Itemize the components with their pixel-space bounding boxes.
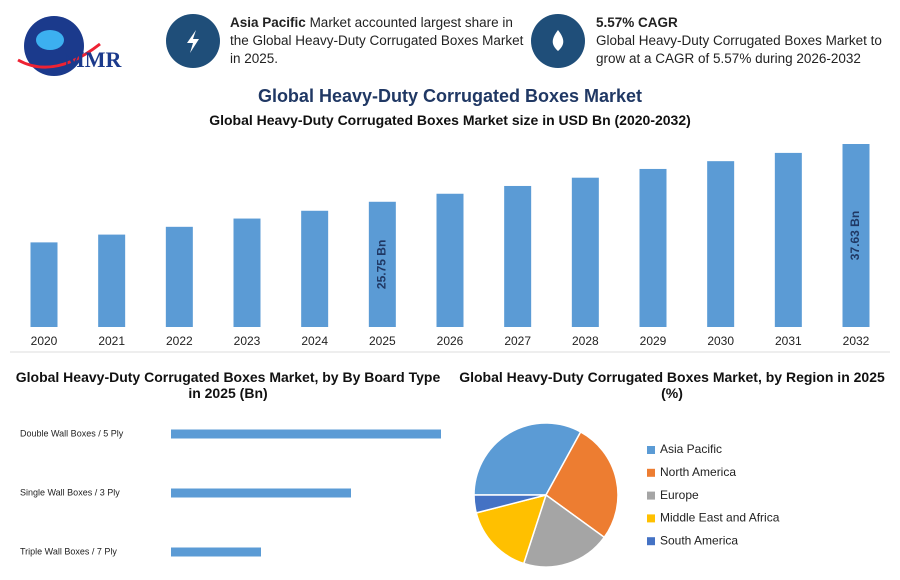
info-text: Global Heavy-Duty Corrugated Boxes Marke… xyxy=(596,33,882,66)
bar xyxy=(842,144,870,327)
pie-slice xyxy=(473,494,547,514)
legend-swatch xyxy=(647,537,655,546)
x-tick-label: 2021 xyxy=(98,334,125,348)
x-tick-label: 2032 xyxy=(843,334,870,348)
legend-swatch xyxy=(647,468,655,477)
x-tick-label: 2031 xyxy=(775,334,802,348)
bar xyxy=(639,168,667,327)
chart-title: Global Heavy-Duty Corrugated Boxes Marke… xyxy=(257,86,643,106)
x-tick-label: 2024 xyxy=(301,334,328,348)
x-tick-label: 2022 xyxy=(166,334,193,348)
bar xyxy=(171,429,441,439)
info-title: 5.57% CAGR xyxy=(596,15,678,30)
info-highlight: Asia Pacific xyxy=(230,15,306,30)
bar xyxy=(233,218,261,327)
logo-text: MMR xyxy=(64,47,123,72)
bar xyxy=(30,242,58,327)
y-tick-label: Triple Wall Boxes / 7 Ply xyxy=(20,546,117,556)
bar xyxy=(301,210,329,327)
drop-icon xyxy=(552,30,564,51)
legend-label: South America xyxy=(660,533,738,547)
pie-slice xyxy=(545,430,619,539)
x-tick-label: 2030 xyxy=(707,334,734,348)
pie-slice xyxy=(475,493,548,565)
legend-swatch xyxy=(647,514,655,523)
bar xyxy=(171,488,351,498)
legend-label: Europe xyxy=(660,488,699,502)
bar xyxy=(436,193,464,327)
y-tick-label: Single Wall Boxes / 3 Ply xyxy=(20,487,120,497)
legend-swatch xyxy=(647,446,655,454)
legend-label: Asia Pacific xyxy=(660,442,722,456)
x-tick-label: 2020 xyxy=(31,334,58,348)
data-label: 37.63 Bn xyxy=(848,211,862,260)
bolt-icon xyxy=(187,30,199,53)
logo-swoosh xyxy=(17,42,101,69)
x-tick-label: 2027 xyxy=(504,334,531,348)
bar xyxy=(368,201,396,327)
data-label: 25.75 Bn xyxy=(375,240,389,289)
legend-label: Middle East and Africa xyxy=(660,511,780,525)
y-tick-label: Double Wall Boxes / 5 Ply xyxy=(20,428,124,438)
x-tick-label: 2023 xyxy=(234,334,261,348)
pie-slice xyxy=(522,493,606,568)
legend-swatch xyxy=(647,491,655,500)
info-text: Market accounted largest share in the Gl… xyxy=(230,15,524,66)
chart-title: Global Heavy-Duty Corrugated Boxes Marke… xyxy=(15,369,441,401)
x-tick-label: 2029 xyxy=(640,334,667,348)
legend-label: North America xyxy=(660,465,736,479)
x-tick-label: 2026 xyxy=(437,334,464,348)
bar xyxy=(774,152,802,327)
pie-slice xyxy=(473,422,582,496)
chart-subtitle: Global Heavy-Duty Corrugated Boxes Marke… xyxy=(209,112,691,128)
info-box: Asia Pacific Market accounted largest sh… xyxy=(230,14,530,68)
bar xyxy=(571,177,599,327)
x-tick-label: 2028 xyxy=(572,334,599,348)
bar xyxy=(707,161,735,327)
bar xyxy=(504,185,532,327)
info-box: 5.57% CAGR Global Heavy-Duty Corrugated B… xyxy=(596,14,896,68)
x-tick-label: 2025 xyxy=(369,334,396,348)
chart-title: Global Heavy-Duty Corrugated Boxes Marke… xyxy=(459,369,885,401)
logo-land xyxy=(36,30,64,50)
bar xyxy=(171,547,261,557)
bar xyxy=(98,234,126,327)
bar xyxy=(165,226,193,327)
